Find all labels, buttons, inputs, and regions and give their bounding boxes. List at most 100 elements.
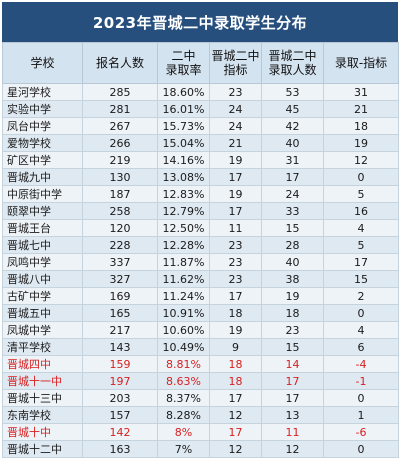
table-row: 凤城中学 217 10.60% 19 23 4 [2, 321, 399, 339]
cell-school: 晋城十一中 [2, 372, 83, 390]
cell-applicants: 337 [82, 253, 158, 271]
cell-school: 晋城八中 [2, 270, 83, 288]
cell-rate: 8.37% [157, 389, 210, 407]
cell-diff: -1 [323, 372, 399, 390]
table-row: 晋城五中 165 10.91% 18 18 0 [2, 304, 399, 322]
cell-applicants: 163 [82, 440, 158, 458]
table-row: 颐翠中学 258 12.79% 17 33 16 [2, 202, 399, 220]
cell-admitted: 15 [261, 338, 324, 356]
cell-quota: 23 [209, 270, 262, 288]
cell-admitted: 13 [261, 406, 324, 424]
cell-quota: 11 [209, 219, 262, 237]
cell-rate: 15.04% [157, 134, 210, 152]
cell-school: 星河学校 [2, 83, 83, 101]
cell-quota: 19 [209, 151, 262, 169]
cell-rate: 8.81% [157, 355, 210, 373]
cell-applicants: 142 [82, 423, 158, 441]
cell-applicants: 120 [82, 219, 158, 237]
cell-quota: 23 [209, 236, 262, 254]
table-row: 晋城十一中 197 8.63% 18 17 -1 [2, 372, 399, 390]
table-row: 清平学校 143 10.49% 9 15 6 [2, 338, 399, 356]
cell-rate: 12.28% [157, 236, 210, 254]
cell-school: 凤城中学 [2, 321, 83, 339]
cell-rate: 12.79% [157, 202, 210, 220]
table-body: 星河学校 285 18.60% 23 53 31 实验中学 281 16.01% 24 45 21 凤台… [2, 83, 399, 458]
cell-school: 中原街中学 [2, 185, 83, 203]
cell-admitted: 31 [261, 151, 324, 169]
table-row: 晋城十中 142 8% 17 11 -6 [2, 423, 399, 441]
cell-quota: 17 [209, 423, 262, 441]
cell-admitted: 17 [261, 168, 324, 186]
cell-school: 东南学校 [2, 406, 83, 424]
cell-diff: 12 [323, 151, 399, 169]
header-applicants: 报名人数 [82, 42, 158, 84]
cell-school: 晋城十三中 [2, 389, 83, 407]
cell-quota: 23 [209, 83, 262, 101]
cell-applicants: 157 [82, 406, 158, 424]
cell-applicants: 130 [82, 168, 158, 186]
cell-diff: -4 [323, 355, 399, 373]
cell-admitted: 45 [261, 100, 324, 118]
cell-diff: 4 [323, 219, 399, 237]
cell-applicants: 228 [82, 236, 158, 254]
cell-rate: 11.24% [157, 287, 210, 305]
cell-quota: 18 [209, 304, 262, 322]
cell-quota: 24 [209, 117, 262, 135]
cell-admitted: 53 [261, 83, 324, 101]
table-row: 晋城十三中 203 8.37% 17 17 0 [2, 389, 399, 407]
header-admitted: 晋城二中 录取人数 [261, 42, 324, 84]
cell-applicants: 267 [82, 117, 158, 135]
cell-school: 晋城十中 [2, 423, 83, 441]
cell-diff: 16 [323, 202, 399, 220]
cell-admitted: 40 [261, 253, 324, 271]
cell-school: 晋城九中 [2, 168, 83, 186]
cell-admitted: 23 [261, 321, 324, 339]
cell-diff: 6 [323, 338, 399, 356]
cell-school: 晋城王台 [2, 219, 83, 237]
cell-school: 矿区中学 [2, 151, 83, 169]
cell-school: 晋城四中 [2, 355, 83, 373]
cell-admitted: 17 [261, 389, 324, 407]
cell-applicants: 217 [82, 321, 158, 339]
cell-school: 凤鸣中学 [2, 253, 83, 271]
cell-diff: 17 [323, 253, 399, 271]
cell-admitted: 40 [261, 134, 324, 152]
table-row: 晋城四中 159 8.81% 18 14 -4 [2, 355, 399, 373]
table-row: 星河学校 285 18.60% 23 53 31 [2, 83, 399, 101]
cell-quota: 12 [209, 440, 262, 458]
cell-applicants: 266 [82, 134, 158, 152]
cell-rate: 16.01% [157, 100, 210, 118]
cell-quota: 17 [209, 168, 262, 186]
cell-admitted: 19 [261, 287, 324, 305]
cell-rate: 12.83% [157, 185, 210, 203]
cell-rate: 10.91% [157, 304, 210, 322]
cell-school: 晋城五中 [2, 304, 83, 322]
table-row: 凤鸣中学 337 11.87% 23 40 17 [2, 253, 399, 271]
cell-school: 爱物学校 [2, 134, 83, 152]
table-row: 晋城七中 228 12.28% 23 28 5 [2, 236, 399, 254]
table-row: 晋城王台 120 12.50% 11 15 4 [2, 219, 399, 237]
cell-school: 凤台中学 [2, 117, 83, 135]
admission-table: 学校 报名人数 二中 录取率 晋城二中 指标 晋城二中 录取人数 录取-指标 星河学校… [2, 42, 399, 458]
cell-admitted: 11 [261, 423, 324, 441]
table-row: 中原街中学 187 12.83% 19 24 5 [2, 185, 399, 203]
cell-admitted: 17 [261, 372, 324, 390]
cell-applicants: 165 [82, 304, 158, 322]
cell-diff: 19 [323, 134, 399, 152]
cell-rate: 10.49% [157, 338, 210, 356]
cell-applicants: 169 [82, 287, 158, 305]
table-row: 古矿中学 169 11.24% 17 19 2 [2, 287, 399, 305]
cell-school: 古矿中学 [2, 287, 83, 305]
cell-admitted: 14 [261, 355, 324, 373]
cell-school: 实验中学 [2, 100, 83, 118]
header-diff: 录取-指标 [323, 42, 399, 84]
cell-diff: 31 [323, 83, 399, 101]
cell-applicants: 258 [82, 202, 158, 220]
cell-diff: 0 [323, 168, 399, 186]
cell-quota: 24 [209, 100, 262, 118]
cell-quota: 21 [209, 134, 262, 152]
cell-admitted: 38 [261, 270, 324, 288]
cell-admitted: 24 [261, 185, 324, 203]
cell-diff: -6 [323, 423, 399, 441]
